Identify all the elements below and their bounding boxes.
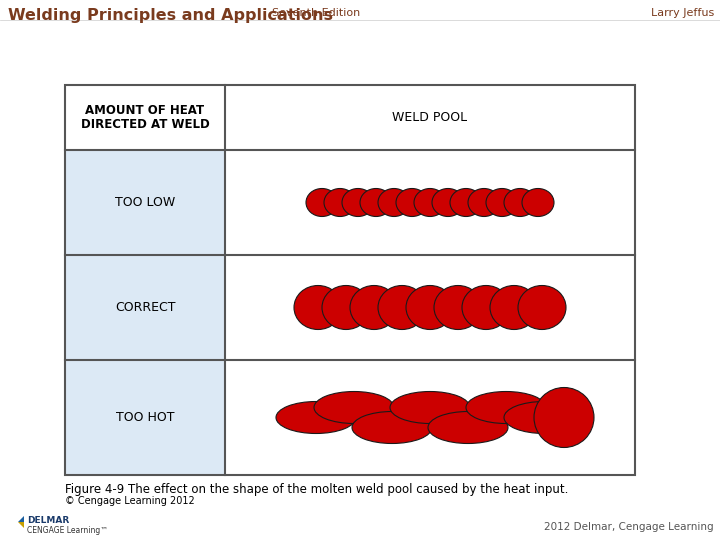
- Polygon shape: [18, 522, 24, 528]
- Ellipse shape: [352, 411, 432, 443]
- Text: DELMAR: DELMAR: [27, 516, 69, 525]
- Bar: [65, 85, 635, 475]
- Ellipse shape: [390, 392, 470, 423]
- Ellipse shape: [486, 188, 518, 217]
- Ellipse shape: [534, 388, 594, 448]
- Text: CORRECT: CORRECT: [114, 301, 175, 314]
- Ellipse shape: [396, 188, 428, 217]
- Ellipse shape: [414, 188, 446, 217]
- Ellipse shape: [518, 286, 566, 329]
- Text: Welding Principles and Applications: Welding Principles and Applications: [8, 8, 333, 23]
- Ellipse shape: [522, 188, 554, 217]
- Ellipse shape: [306, 188, 338, 217]
- Ellipse shape: [276, 402, 356, 434]
- Ellipse shape: [294, 286, 342, 329]
- Ellipse shape: [468, 188, 500, 217]
- Ellipse shape: [450, 188, 482, 217]
- Ellipse shape: [490, 286, 538, 329]
- Polygon shape: [18, 516, 24, 522]
- Ellipse shape: [428, 411, 508, 443]
- Ellipse shape: [322, 286, 370, 329]
- Text: 2012 Delmar, Cengage Learning: 2012 Delmar, Cengage Learning: [544, 522, 714, 532]
- Ellipse shape: [378, 188, 410, 217]
- Text: CENGAGE Learning™: CENGAGE Learning™: [27, 526, 108, 535]
- Ellipse shape: [462, 286, 510, 329]
- Ellipse shape: [466, 392, 546, 423]
- Text: TOO LOW: TOO LOW: [115, 196, 175, 209]
- Ellipse shape: [504, 188, 536, 217]
- Text: Larry Jeffus: Larry Jeffus: [651, 8, 714, 18]
- Text: AMOUNT OF HEAT
DIRECTED AT WELD: AMOUNT OF HEAT DIRECTED AT WELD: [81, 104, 210, 132]
- Bar: [65, 150, 225, 475]
- Text: WELD POOL: WELD POOL: [392, 111, 467, 124]
- Ellipse shape: [432, 188, 464, 217]
- Text: © Cengage Learning 2012: © Cengage Learning 2012: [65, 496, 194, 506]
- Ellipse shape: [324, 188, 356, 217]
- Text: Seventh Edition: Seventh Edition: [272, 8, 360, 18]
- Ellipse shape: [350, 286, 398, 329]
- Ellipse shape: [342, 188, 374, 217]
- Ellipse shape: [378, 286, 426, 329]
- Ellipse shape: [314, 392, 394, 423]
- Ellipse shape: [434, 286, 482, 329]
- Ellipse shape: [360, 188, 392, 217]
- Ellipse shape: [504, 402, 584, 434]
- Ellipse shape: [406, 286, 454, 329]
- Text: TOO HOT: TOO HOT: [116, 411, 174, 424]
- Text: Figure 4-9 The effect on the shape of the molten weld pool caused by the heat in: Figure 4-9 The effect on the shape of th…: [65, 483, 568, 496]
